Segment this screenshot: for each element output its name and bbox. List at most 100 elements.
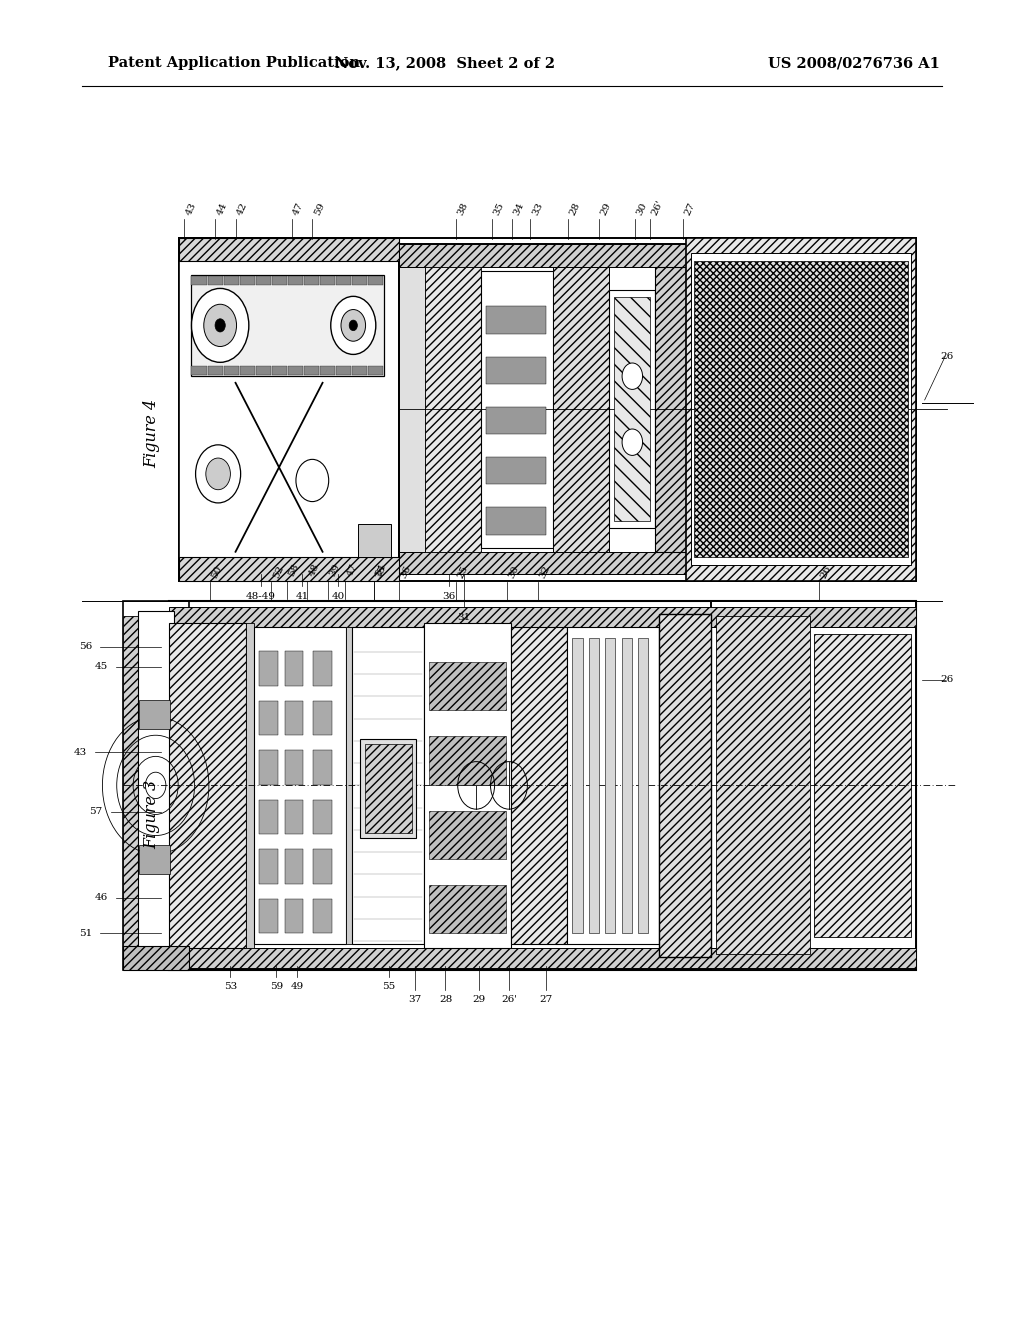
- Bar: [365, 744, 412, 833]
- Bar: [313, 701, 332, 735]
- Text: 26: 26: [819, 564, 833, 579]
- Circle shape: [623, 429, 643, 455]
- Bar: [208, 276, 222, 285]
- Bar: [352, 366, 367, 375]
- Bar: [313, 651, 332, 685]
- Bar: [285, 849, 303, 884]
- Bar: [659, 614, 711, 957]
- Text: 30: 30: [635, 201, 648, 216]
- Circle shape: [206, 458, 230, 490]
- Text: 26': 26': [650, 198, 666, 216]
- Bar: [285, 701, 303, 735]
- Bar: [368, 366, 383, 375]
- Bar: [191, 366, 207, 375]
- Bar: [572, 638, 583, 933]
- Circle shape: [349, 321, 357, 331]
- Text: 37: 37: [409, 995, 421, 1003]
- Circle shape: [623, 363, 643, 389]
- Bar: [139, 700, 170, 729]
- Text: 29: 29: [599, 201, 612, 216]
- Bar: [288, 366, 303, 375]
- Bar: [711, 601, 916, 970]
- Bar: [813, 634, 911, 937]
- Bar: [622, 638, 632, 933]
- Bar: [256, 366, 270, 375]
- Text: 43: 43: [184, 201, 198, 216]
- Bar: [169, 607, 916, 627]
- Bar: [429, 737, 506, 784]
- Bar: [319, 276, 335, 285]
- Text: 36: 36: [442, 593, 455, 601]
- Bar: [179, 238, 399, 261]
- Bar: [486, 507, 546, 535]
- Bar: [336, 276, 351, 285]
- Text: 28: 28: [439, 995, 452, 1003]
- Circle shape: [215, 319, 225, 333]
- Bar: [285, 750, 303, 784]
- Bar: [589, 638, 599, 933]
- Bar: [179, 238, 399, 581]
- Bar: [716, 616, 811, 954]
- Bar: [609, 290, 655, 528]
- Bar: [223, 366, 239, 375]
- Bar: [313, 849, 332, 884]
- Bar: [179, 557, 399, 581]
- Text: 44: 44: [215, 201, 228, 216]
- Bar: [368, 276, 383, 285]
- Bar: [138, 611, 174, 960]
- Text: 51: 51: [79, 929, 92, 937]
- Bar: [486, 306, 546, 334]
- Text: 48: 48: [307, 562, 321, 578]
- Circle shape: [341, 309, 366, 342]
- Text: 28: 28: [568, 201, 582, 216]
- Text: Figure 3: Figure 3: [143, 780, 160, 849]
- Bar: [429, 884, 506, 933]
- Text: 46: 46: [94, 894, 108, 902]
- Text: 35: 35: [492, 201, 505, 216]
- Bar: [169, 601, 916, 970]
- Text: 55: 55: [383, 982, 395, 990]
- Text: 59: 59: [270, 982, 283, 990]
- Text: 59: 59: [312, 201, 326, 216]
- Text: 26': 26': [501, 995, 517, 1003]
- Bar: [139, 845, 170, 874]
- Text: 47: 47: [345, 562, 358, 578]
- Bar: [259, 701, 278, 735]
- Text: 26: 26: [941, 352, 953, 360]
- Circle shape: [196, 445, 241, 503]
- Text: 30: 30: [507, 564, 520, 579]
- Bar: [259, 849, 278, 884]
- Bar: [179, 238, 916, 581]
- Text: 41: 41: [296, 593, 308, 601]
- Bar: [567, 627, 659, 944]
- Bar: [169, 948, 916, 968]
- Bar: [605, 638, 615, 933]
- Bar: [399, 244, 916, 267]
- Bar: [191, 276, 207, 285]
- Bar: [655, 267, 686, 552]
- Bar: [553, 267, 609, 552]
- Text: 36: 36: [399, 564, 413, 579]
- Bar: [399, 267, 425, 552]
- Circle shape: [296, 459, 329, 502]
- Text: 42: 42: [236, 201, 249, 216]
- Bar: [123, 616, 138, 954]
- Bar: [691, 253, 911, 565]
- Bar: [694, 261, 908, 557]
- Bar: [285, 651, 303, 685]
- Bar: [259, 750, 278, 784]
- Bar: [259, 899, 278, 933]
- Circle shape: [204, 305, 237, 347]
- Text: 58: 58: [287, 562, 300, 578]
- Bar: [223, 276, 239, 285]
- Bar: [429, 810, 506, 859]
- Text: 49: 49: [291, 982, 303, 990]
- Text: 33: 33: [530, 201, 544, 216]
- Text: 48-49: 48-49: [246, 593, 276, 601]
- Bar: [319, 366, 335, 375]
- Bar: [399, 552, 916, 574]
- Bar: [614, 297, 650, 521]
- Text: 50: 50: [210, 564, 223, 579]
- Bar: [313, 800, 332, 834]
- Text: 27: 27: [540, 995, 552, 1003]
